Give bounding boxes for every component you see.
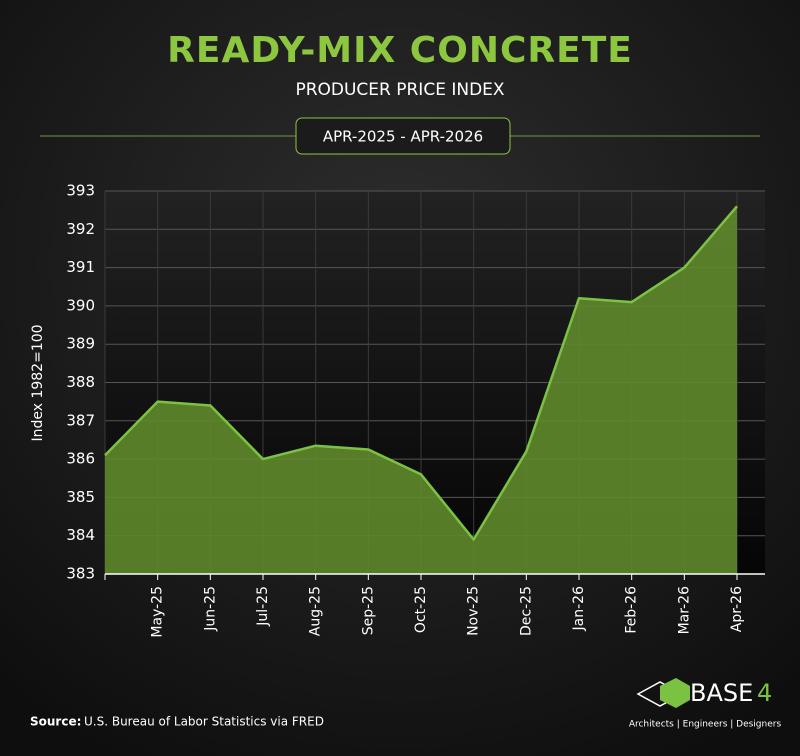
y-axis-label: Index 1982=100 <box>30 324 46 441</box>
date-box <box>295 117 511 155</box>
source: U.S. Bureau of Labor Statistics via FRED <box>84 715 324 729</box>
x-tick-label: Feb-26 <box>624 586 640 634</box>
x-tick-label: Jul-25 <box>255 586 271 627</box>
y-tick-label: 384 <box>66 526 95 544</box>
x-tick-label: Sep-25 <box>360 586 376 635</box>
x-tick-label: Dec-25 <box>518 586 534 636</box>
chart-subtitle: PRODUCER PRICE INDEX <box>295 80 504 100</box>
logo-digit: 4 <box>757 679 772 707</box>
y-tick-label: 383 <box>66 565 95 583</box>
x-tick-label: Aug-25 <box>308 586 324 636</box>
x-tick-label: May-25 <box>150 586 166 638</box>
line <box>104 205 738 541</box>
y-tick-label: 393 <box>66 182 95 200</box>
y-tick-label: 390 <box>66 296 95 314</box>
date-range: APR-2025 - APR-2026 <box>323 128 483 146</box>
logo-mark <box>636 678 690 708</box>
x-tick-label: Apr-26 <box>729 586 745 632</box>
x-tick-label: Nov-25 <box>466 586 482 636</box>
x-tick-label: Jan-26 <box>571 586 587 632</box>
y-tick-label: 391 <box>66 258 95 276</box>
y-tick-label: 386 <box>66 450 95 468</box>
y-tick-label: 392 <box>66 220 95 238</box>
x-tick-label: Oct-25 <box>413 586 429 633</box>
x-tick-label: Jun-25 <box>202 586 218 632</box>
y-tick-label: 389 <box>66 335 95 353</box>
y-tick-label: 388 <box>66 373 95 391</box>
logo-name: BASE <box>690 679 753 707</box>
y-tick-label: 387 <box>66 411 95 429</box>
x-tick-label: Mar-26 <box>676 586 692 634</box>
chart-title: READY-MIX CONCRETE <box>167 30 633 71</box>
source-label: Source: <box>30 715 81 729</box>
y-tick-label: 385 <box>66 488 95 506</box>
logo-tagline: Architects | Engineers | Designers <box>629 720 782 730</box>
